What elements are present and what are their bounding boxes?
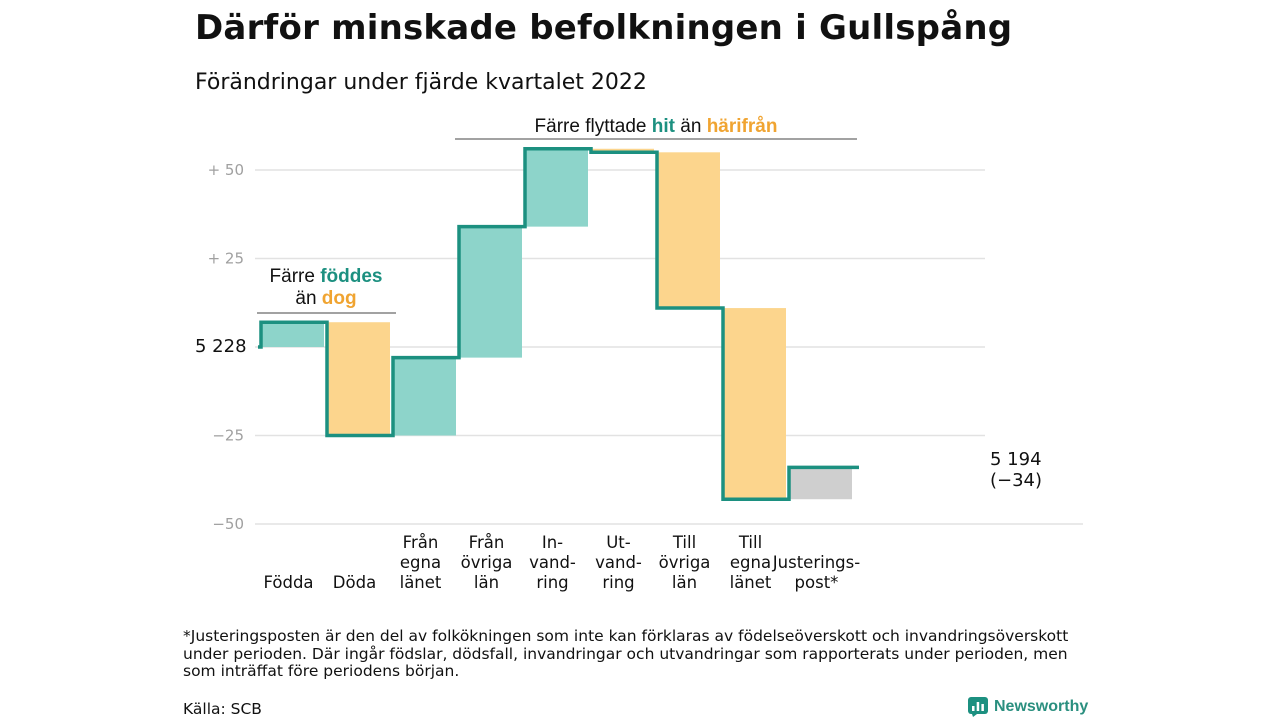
brand-logo: Newsworthy bbox=[968, 697, 1088, 717]
y-tick-label: −25 bbox=[212, 427, 244, 445]
brand-name: Newsworthy bbox=[994, 698, 1089, 715]
chart-title: Därför minskade befolkningen i Gullspång bbox=[195, 8, 1013, 48]
y-axis-ticks: + 50 + 25 −25 −50 bbox=[208, 161, 244, 533]
births-annotation-line1: Färre föddes bbox=[270, 266, 383, 287]
waterfall-chart: + 50+ 25−25−50 Födda DödaFrånegnalänetFrå… bbox=[195, 116, 1083, 592]
bar-1 bbox=[327, 322, 390, 436]
footnote: *Justeringsposten är den del av folkökni… bbox=[183, 627, 1069, 680]
births-annotation-line2: än dog bbox=[295, 288, 356, 309]
bar-3 bbox=[459, 226, 522, 358]
category-label: län bbox=[474, 573, 499, 592]
category-label: Döda bbox=[333, 573, 376, 592]
category-label: egna bbox=[730, 553, 771, 572]
category-label: In- bbox=[542, 533, 563, 552]
y-tick-label: + 25 bbox=[208, 250, 244, 268]
category-label: län bbox=[672, 573, 697, 592]
y-tick-label: + 50 bbox=[208, 161, 244, 179]
y-tick-label: −50 bbox=[212, 515, 244, 533]
category-label: Till bbox=[738, 533, 762, 552]
moves-annotation: Färre flyttade hit än härifrån bbox=[455, 116, 857, 140]
start-value-label: 5 228 bbox=[195, 336, 247, 357]
category-label: ring bbox=[536, 573, 568, 592]
category-label: länet bbox=[730, 573, 772, 592]
category-label: egna bbox=[400, 553, 441, 572]
category-label: post* bbox=[795, 573, 839, 592]
category-label: Till bbox=[672, 533, 696, 552]
category-label: Ut- bbox=[606, 533, 631, 552]
category-label: Från bbox=[469, 533, 505, 552]
bar-0 bbox=[261, 322, 324, 347]
category-label: länet bbox=[400, 573, 442, 592]
category-label: övriga bbox=[461, 553, 513, 572]
bar-7 bbox=[723, 308, 786, 500]
end-value-label: 5 194 bbox=[990, 449, 1042, 470]
bar-chart-icon bbox=[968, 697, 988, 717]
category-label: vand- bbox=[595, 553, 642, 572]
bar-4 bbox=[525, 148, 588, 227]
source-label: Källa: SCB bbox=[183, 700, 262, 718]
category-label: Från bbox=[403, 533, 439, 552]
cumulative-step-line bbox=[258, 147, 859, 501]
bars-layer bbox=[261, 148, 852, 500]
moves-annotation-text: Färre flyttade hit än härifrån bbox=[535, 116, 778, 137]
bar-6 bbox=[657, 152, 720, 309]
category-label: Justerings- bbox=[772, 553, 860, 572]
step-line-layer bbox=[258, 147, 859, 501]
category-label: ring bbox=[602, 573, 634, 592]
category-label: Födda bbox=[263, 573, 313, 592]
bar-2 bbox=[393, 357, 456, 436]
bar-5 bbox=[591, 148, 654, 153]
chart-subtitle: Förändringar under fjärde kvartalet 2022 bbox=[195, 70, 647, 95]
category-label: vand- bbox=[529, 553, 576, 572]
end-change-label: (−34) bbox=[990, 470, 1042, 491]
births-annotation: Färre föddes än dog bbox=[257, 266, 396, 314]
category-labels: Födda DödaFrånegnalänetFrånövrigalänIn-va… bbox=[263, 533, 860, 592]
bar-8 bbox=[789, 467, 852, 500]
category-label: övriga bbox=[659, 553, 711, 572]
